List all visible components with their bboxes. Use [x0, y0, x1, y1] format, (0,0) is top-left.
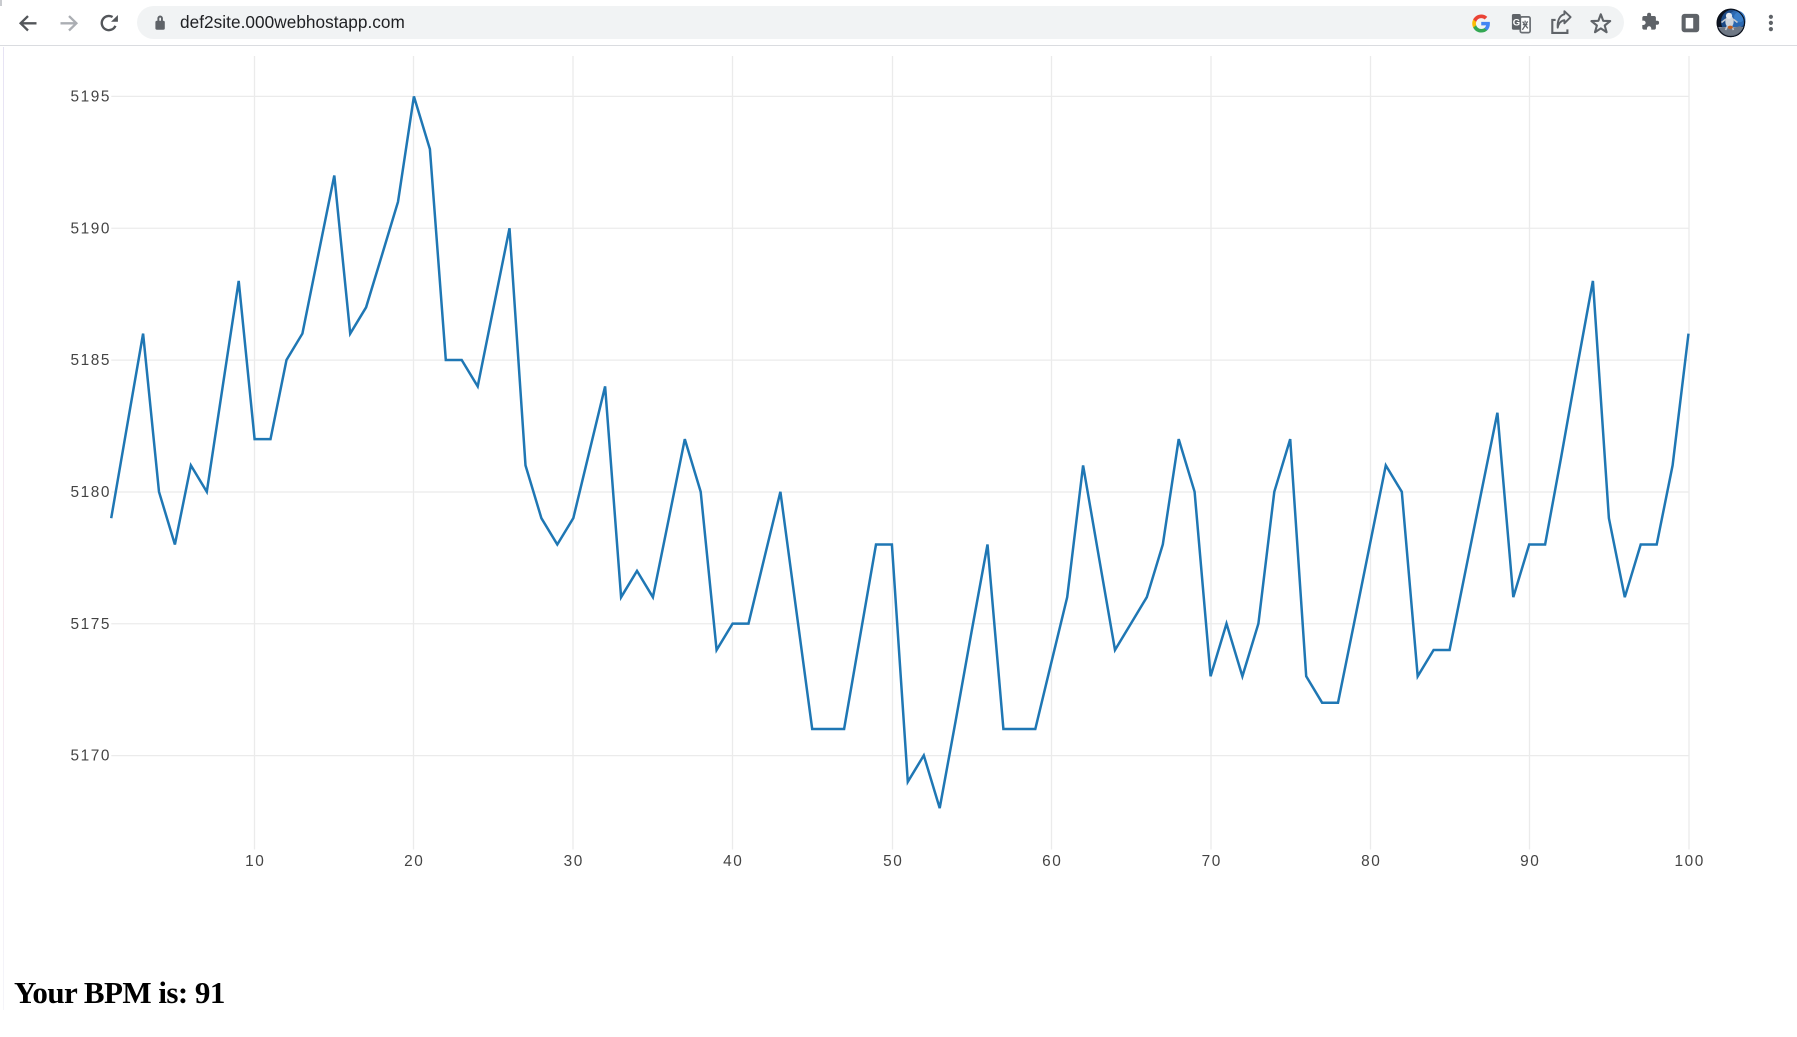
svg-text:80: 80 — [1361, 853, 1381, 870]
svg-text:70: 70 — [1202, 853, 1222, 870]
svg-text:20: 20 — [404, 853, 424, 870]
svg-text:5185: 5185 — [71, 352, 111, 369]
svg-text:50: 50 — [883, 853, 903, 870]
svg-text:90: 90 — [1520, 853, 1540, 870]
svg-text:G: G — [1513, 18, 1520, 29]
svg-text:40: 40 — [723, 853, 743, 870]
svg-text:5180: 5180 — [71, 484, 111, 501]
svg-text:5195: 5195 — [71, 89, 111, 106]
svg-text:10: 10 — [245, 853, 265, 870]
svg-text:60: 60 — [1042, 853, 1062, 870]
svg-text:5175: 5175 — [71, 616, 111, 633]
svg-text:5190: 5190 — [71, 220, 111, 237]
svg-text:5170: 5170 — [71, 748, 111, 765]
svg-text:30: 30 — [564, 853, 584, 870]
svg-text:100: 100 — [1675, 853, 1705, 870]
